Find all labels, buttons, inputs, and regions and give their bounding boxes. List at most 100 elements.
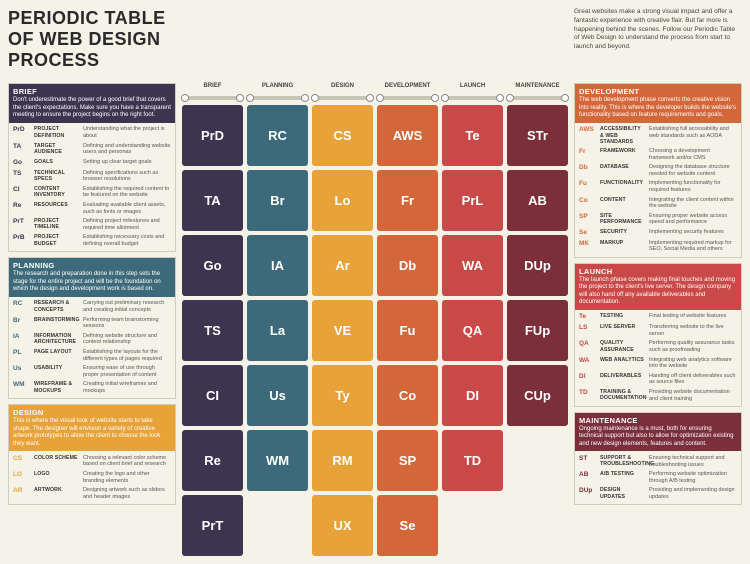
item-symbol: DUp (579, 487, 597, 495)
item-label: TARGET AUDIENCE (34, 143, 80, 155)
section-launch: LAUNCHThe launch phase covers making fin… (574, 263, 742, 407)
empty-cell (247, 495, 308, 556)
item-symbol: TS (13, 170, 31, 178)
item-desc: Implementing required markup for SEO, So… (649, 240, 737, 253)
item-label: BRAINSTORMING (34, 317, 80, 323)
section-item: LOLOGOCreating the logo and other brandi… (9, 470, 175, 486)
section-item: DIDELIVERABLESHanding off client deliver… (575, 371, 741, 387)
center-grid: BRIEFPLANNINGDESIGNDEVELOPMENTLAUNCHMAIN… (182, 83, 568, 556)
section-body: PrDPROJECT DEFINITIONUnderstanding what … (9, 123, 175, 251)
section-item: ARARTWORKDesigning artwork such as slide… (9, 486, 175, 502)
section-blurb: The launch phase covers making final tou… (579, 277, 737, 307)
section-body: STSUPPORT & TROUBLESHOOTINGEnsuring tech… (575, 451, 741, 504)
item-label: SUPPORT & TROUBLESHOOTING (600, 455, 646, 467)
item-desc: Performing website optimization through … (649, 471, 737, 484)
item-label: FUNCTIONALITY (600, 180, 646, 186)
element-cell-Fu: Fu (377, 300, 438, 361)
item-label: CONTENT (600, 197, 646, 203)
element-cell-Fr: Fr (377, 170, 438, 231)
item-desc: Defining website structure and content r… (83, 333, 171, 346)
section-name: LAUNCH (579, 267, 737, 276)
intro-text: Great websites make a strong visual impa… (574, 8, 742, 71)
element-cell-AWS: AWS (377, 105, 438, 166)
item-desc: Performing team brainstorming sessions (83, 317, 171, 330)
left-column: BRIEFDon't underestimate the power of a … (8, 83, 176, 556)
element-cell-TS: TS (182, 300, 243, 361)
element-cell-Lo: Lo (312, 170, 373, 231)
item-label: GOALS (34, 159, 80, 165)
section-item: PrDPROJECT DEFINITIONUnderstanding what … (9, 125, 175, 141)
section-blurb: Don't underestimate the power of a good … (13, 97, 171, 120)
section-item: LSLIVE SERVERTransferring website to the… (575, 323, 741, 339)
item-label: PROJECT TIMELINE (34, 218, 80, 230)
item-desc: Creating initial wireframes and mockups (83, 381, 171, 394)
item-desc: Integrating web analytics software into … (649, 357, 737, 370)
item-label: RESOURCES (34, 202, 80, 208)
item-label: INFORMATION ARCHITECTURE (34, 333, 80, 345)
section-item: TeTESTINGFinal testing of website featur… (575, 312, 741, 323)
item-symbol: WM (13, 381, 31, 389)
phase-label: DEVELOPMENT (377, 83, 438, 91)
item-symbol: Br (13, 317, 31, 325)
phase-track (182, 96, 568, 100)
section-item: IAINFORMATION ARCHITECTUREDefining websi… (9, 331, 175, 347)
item-symbol: WA (579, 357, 597, 365)
item-symbol: PrD (13, 126, 31, 134)
item-symbol: CI (13, 186, 31, 194)
section-header: MAINTENANCEOngoing maintenance is a must… (575, 413, 741, 452)
item-symbol: QA (579, 340, 597, 348)
section-planning: PLANNINGThe research and preparation don… (8, 257, 176, 399)
item-desc: Defining specifications such as browser … (83, 170, 171, 183)
item-desc: Integrating the client content within th… (649, 197, 737, 210)
item-symbol: DI (579, 373, 597, 381)
section-brief: BRIEFDon't underestimate the power of a … (8, 83, 176, 252)
item-label: PROJECT DEFINITION (34, 126, 80, 138)
section-item: PrTPROJECT TIMELINEDefining project mile… (9, 217, 175, 233)
section-name: DESIGN (13, 408, 171, 417)
element-cell-SP: SP (377, 430, 438, 491)
section-item: PLPAGE LAYOUTEstablishing the layouts fo… (9, 347, 175, 363)
element-cell-PrD: PrD (182, 105, 243, 166)
section-item: STSUPPORT & TROUBLESHOOTINGEnsuring tech… (575, 453, 741, 469)
section-name: PLANNING (13, 261, 171, 270)
item-desc: Designing artwork such as sliders and he… (83, 487, 171, 500)
item-symbol: SP (579, 213, 597, 221)
item-desc: Carrying out preliminary research and cr… (83, 300, 171, 313)
item-symbol: Fr (579, 148, 597, 156)
item-label: SECURITY (600, 229, 646, 235)
section-body: RCRESEARCH & CONCEPTSCarrying out prelim… (9, 297, 175, 398)
phase-labels: BRIEFPLANNINGDESIGNDEVELOPMENTLAUNCHMAIN… (182, 83, 568, 91)
item-desc: Defining and understanding website users… (83, 143, 171, 156)
element-cell-CS: CS (312, 105, 373, 166)
item-symbol: PL (13, 349, 31, 357)
item-desc: Designing the database structure needed … (649, 164, 737, 177)
phase-label: PLANNING (247, 83, 308, 91)
item-label: USABILITY (34, 365, 80, 371)
item-label: FRAMEWORK (600, 148, 646, 154)
element-cell-La: La (247, 300, 308, 361)
item-desc: Establishing necessary costs and definin… (83, 234, 171, 247)
item-symbol: Re (13, 202, 31, 210)
element-cell-STr: STr (507, 105, 568, 166)
item-desc: Ensuring proper website access speed and… (649, 213, 737, 226)
section-blurb: Ongoing maintenance is a must, both for … (579, 426, 737, 449)
section-header: DESIGNThis is where the visual look of w… (9, 405, 175, 451)
item-symbol: LS (579, 324, 597, 332)
item-symbol: AR (13, 487, 31, 495)
element-cell-VE: VE (312, 300, 373, 361)
element-cell-Te: Te (442, 105, 503, 166)
section-item: MKMARKUPImplementing required markup for… (575, 238, 741, 254)
item-label: DESIGN UPDATES (600, 487, 646, 499)
item-desc: Establishing the required content to be … (83, 186, 171, 199)
section-name: MAINTENANCE (579, 416, 737, 425)
section-maintenance: MAINTENANCEOngoing maintenance is a must… (574, 412, 742, 505)
item-desc: Providing website documentation and clie… (649, 389, 737, 402)
section-item: QAQUALITY ASSURANCEPerforming quality as… (575, 339, 741, 355)
element-cell-WM: WM (247, 430, 308, 491)
item-desc: Providing and implementing design update… (649, 487, 737, 500)
element-cell-Co: Co (377, 365, 438, 426)
item-label: LIVE SERVER (600, 324, 646, 330)
item-desc: Implementing security features (649, 229, 737, 236)
section-item: BrBRAINSTORMINGPerforming team brainstor… (9, 315, 175, 331)
item-desc: Defining project milestones and required… (83, 218, 171, 231)
